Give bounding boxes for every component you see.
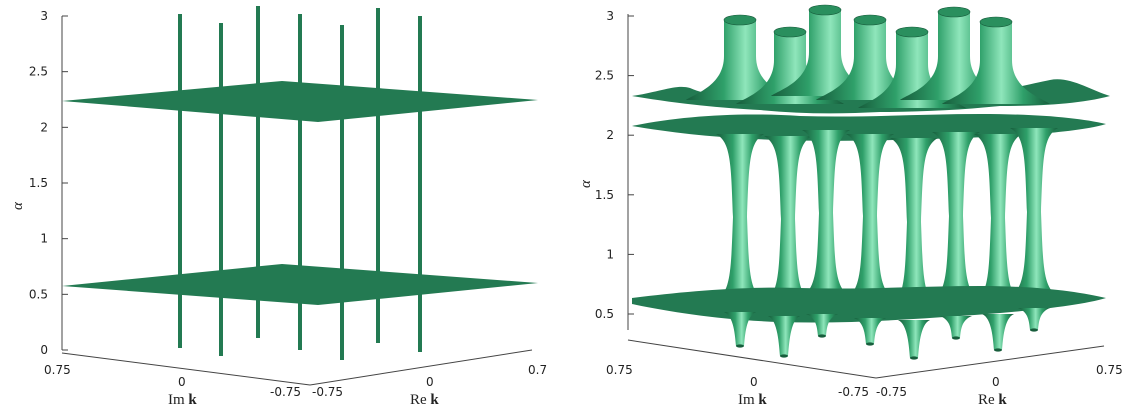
right-re-axis-label: Re k <box>978 392 1007 408</box>
right-drip <box>724 312 756 346</box>
left-im-axis-label: Im k <box>168 392 197 408</box>
left-tube <box>418 16 422 352</box>
right-drip-end <box>1030 328 1038 332</box>
right-panel: 0.5 1 1.5 2 2.5 3 0.75 0 -0.75 -0.75 0 0.75 α… <box>578 4 1123 408</box>
left-im-tick-label: 0 <box>178 375 186 389</box>
right-drip <box>982 314 1014 350</box>
left-plane-upper <box>62 81 538 122</box>
right-im-tick-label: 0.75 <box>606 363 633 377</box>
right-z-tick-label: 2 <box>606 128 614 142</box>
right-im-axis-label: Im k <box>738 392 767 408</box>
left-tube <box>376 8 380 343</box>
right-upper-trumpet <box>686 20 794 100</box>
right-drip <box>806 314 838 336</box>
right-drip-end <box>866 342 874 346</box>
left-z-tick-label: 0 <box>40 343 48 357</box>
left-tube <box>256 6 260 338</box>
left-re-tick-label: 0.7 <box>528 363 547 377</box>
left-tube <box>340 25 344 360</box>
right-drip-end <box>994 348 1002 352</box>
right-trumpet-rim <box>773 26 807 38</box>
right-drip-end <box>780 354 788 358</box>
left-z-tick-label: 2.5 <box>29 65 48 79</box>
left-tube <box>178 14 182 348</box>
right-lower-drips <box>724 308 1050 360</box>
right-upper-trumpet <box>771 10 879 96</box>
right-trumpet-rim <box>723 14 757 26</box>
right-tubes <box>716 128 1058 306</box>
right-upper-trumpets <box>686 4 1050 108</box>
right-trumpet-rim <box>808 4 842 16</box>
right-tube <box>764 136 812 302</box>
right-drip-end <box>910 356 918 360</box>
left-re-tick-label: -0.75 <box>312 385 343 399</box>
left-panel: 0 0.5 1 1.5 2 2.5 3 0.75 0 -0.75 -0.75 0 0.7 α… <box>10 6 547 408</box>
right-tube <box>932 132 980 300</box>
right-tube <box>974 134 1022 302</box>
left-z-tick-label: 3 <box>40 9 48 23</box>
left-im-axis <box>61 352 311 386</box>
right-upper-trumpet <box>858 32 966 108</box>
right-trumpet-rim <box>853 14 887 26</box>
right-im-axis <box>627 339 877 379</box>
left-z-tick-label: 1.5 <box>29 176 48 190</box>
right-z-tick-label: 0.5 <box>595 307 614 321</box>
right-z-ticks: 0.5 1 1.5 2 2.5 3 <box>595 9 634 321</box>
right-re-tick-label: -0.75 <box>876 385 907 399</box>
right-z-axis-label: α <box>578 179 594 188</box>
left-tubes <box>178 6 422 360</box>
right-re-tick-label: 0.75 <box>1096 363 1123 377</box>
left-z-ticks: 0 0.5 1 1.5 2 2.5 3 <box>29 9 68 357</box>
left-re-axis <box>309 349 533 386</box>
left-z-tick-label: 0.5 <box>29 287 48 301</box>
right-drip <box>768 316 800 356</box>
right-z-tick-label: 1 <box>606 247 614 261</box>
right-tube <box>890 138 938 306</box>
right-z-tick-label: 2.5 <box>595 69 614 83</box>
left-im-tick-label: -0.75 <box>270 385 301 399</box>
right-tube <box>1010 128 1058 296</box>
right-tube <box>716 134 764 300</box>
left-z-axis-label: α <box>10 201 26 210</box>
right-tube <box>802 130 850 296</box>
left-im-tick-label: 0.75 <box>44 363 71 377</box>
right-upper-trumpet <box>942 22 1050 104</box>
left-z-tick-label: 1 <box>40 232 48 246</box>
right-drip <box>940 316 972 338</box>
right-z-tick-label: 3 <box>606 9 614 23</box>
right-drip <box>898 320 930 358</box>
right-trumpet-rim <box>979 16 1013 28</box>
left-re-axis-label: Re k <box>410 392 439 408</box>
right-drip-end <box>736 344 744 348</box>
left-tube <box>219 23 223 356</box>
right-trumpet-rim <box>895 26 929 38</box>
right-drip <box>854 318 886 344</box>
right-re-tick-label: 0 <box>992 375 1000 389</box>
left-z-tick-label: 2 <box>40 120 48 134</box>
right-re-axis <box>875 345 1105 379</box>
right-z-tick-label: 1.5 <box>595 188 614 202</box>
right-drip <box>1018 308 1050 330</box>
right-im-tick-label: 0 <box>750 375 758 389</box>
right-upper-trumpet <box>816 20 924 100</box>
right-tube <box>846 134 894 298</box>
right-drip-end <box>818 334 826 338</box>
right-drip-end <box>952 336 960 340</box>
left-tube <box>298 14 302 350</box>
right-trumpet-rim <box>937 6 971 18</box>
left-plane-lower <box>62 264 538 305</box>
right-im-tick-label: -0.75 <box>838 385 869 399</box>
right-upper-trumpet <box>900 12 1008 100</box>
left-re-tick-label: 0 <box>426 375 434 389</box>
right-upper-trumpet <box>736 32 844 104</box>
